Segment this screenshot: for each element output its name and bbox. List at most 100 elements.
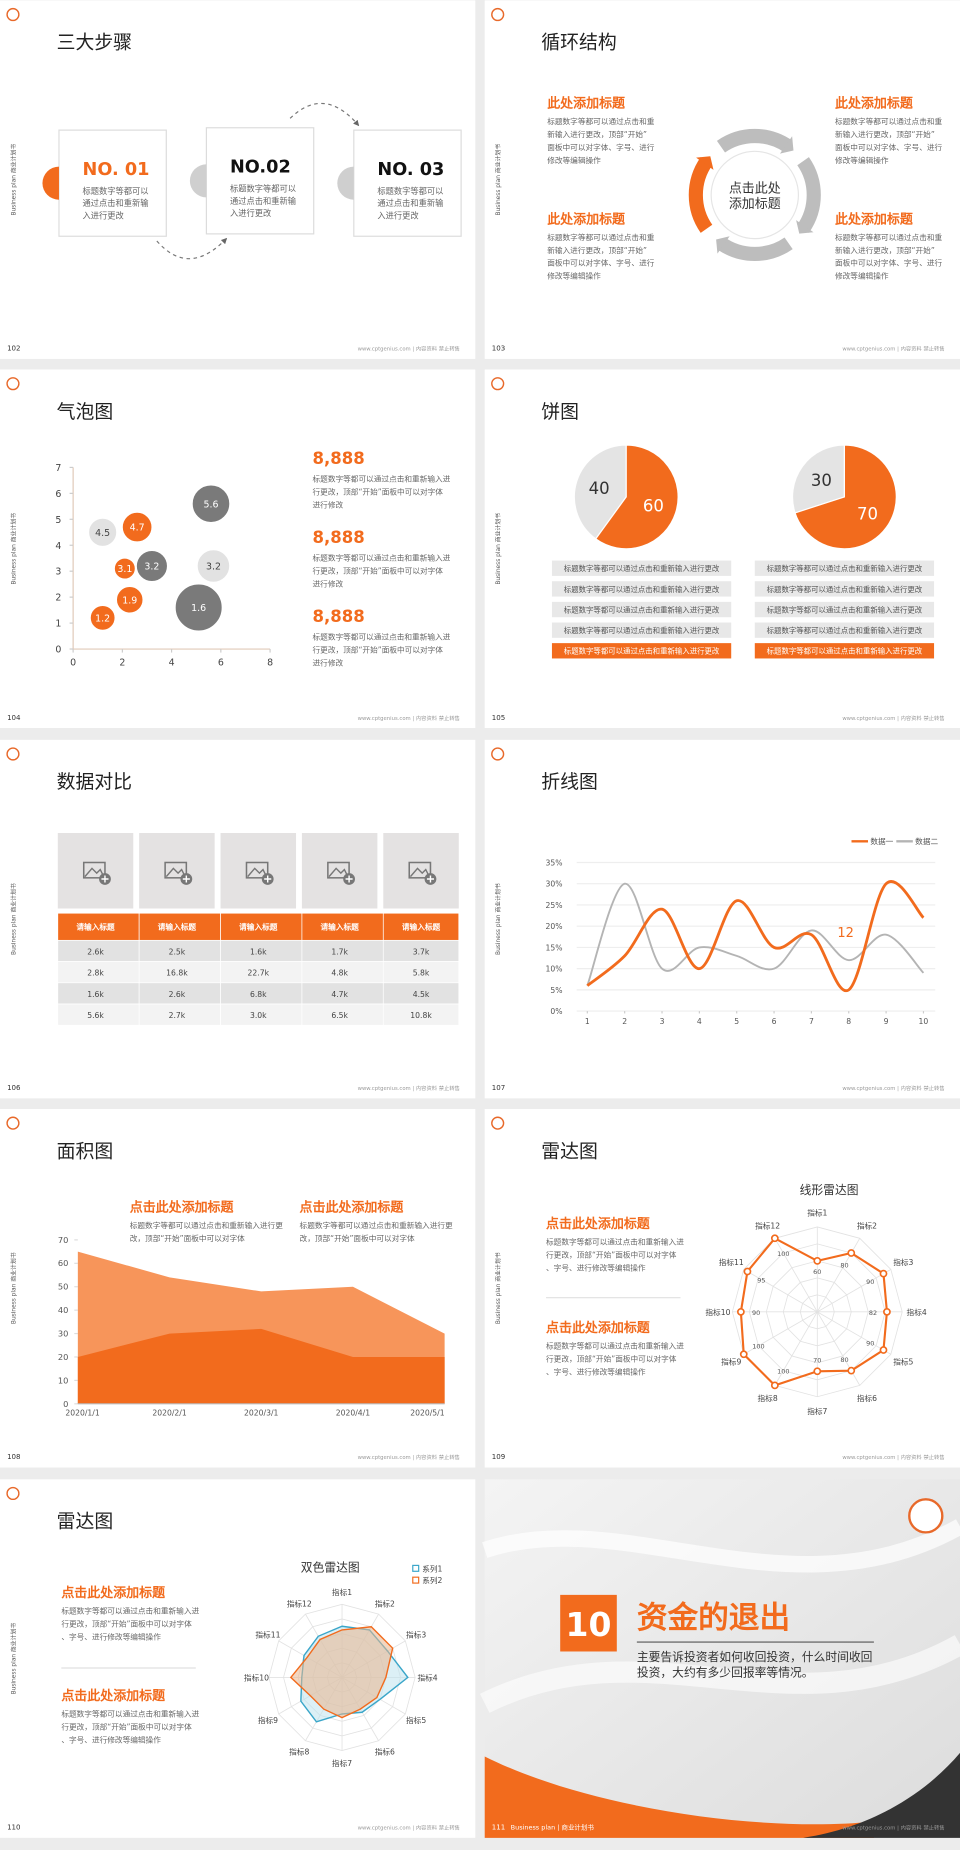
x-tick-label: 0: [70, 658, 76, 669]
bubble-label: 4.5: [95, 528, 110, 539]
image-placeholder: [57, 833, 134, 909]
header-text: 请输入标题: [158, 922, 197, 932]
logo: [6, 747, 20, 761]
cycle-arc: [797, 157, 821, 233]
list-text: 标题数字等都可以通过点击和重新输入进行更改: [564, 563, 720, 573]
slide: Business plan 商业计划书 102 三大步骤 www.cptgenius.…: [0, 0, 476, 359]
spoke: [817, 1269, 892, 1313]
footer: www.cptgenius.com | 内容资料 禁止转售: [842, 1824, 944, 1832]
cycle-arc: [716, 237, 793, 262]
cycle-arrowhead: [716, 236, 730, 254]
footer: www.cptgenius.com | 内容资料 禁止转售: [358, 714, 460, 722]
cell-text: 3.0k: [250, 1011, 267, 1020]
axis-label: 指标1: [807, 1207, 827, 1217]
cell-text: 1.6k: [87, 990, 104, 999]
cell-text: 16.8k: [166, 969, 188, 978]
radar-marker: [847, 1249, 856, 1257]
note-text: 标题数字等都可以通过点击和重新输入进行更改，顶部“开始”面板中可以对字体进行修改: [313, 553, 451, 589]
bubble: [115, 585, 144, 614]
number-box: [560, 1594, 617, 1652]
chart-title: 双色雷达图: [301, 1560, 360, 1574]
slide-title: 雷达图: [57, 1511, 114, 1533]
footer: www.cptgenius.com | 内容资料 禁止转售: [358, 1824, 460, 1832]
connector: [289, 102, 360, 127]
slide-title: 三大步骤: [57, 32, 132, 54]
x-tick-label: 8: [267, 658, 273, 669]
bubble: [191, 484, 231, 524]
step-label: NO. 03: [377, 160, 444, 180]
y-tick-label: 7: [55, 463, 61, 474]
slide-background: [0, 1479, 476, 1838]
axis-label: 指标1: [332, 1587, 352, 1597]
value-label: 100: [777, 1250, 789, 1258]
spoke: [774, 1311, 818, 1386]
axis-label: 指标5: [406, 1715, 426, 1725]
bubble: [196, 549, 231, 583]
note-value: 8,888: [313, 528, 365, 547]
axis-label: 指标6: [375, 1746, 395, 1756]
value-label: 100: [752, 1343, 764, 1351]
bubble: [135, 549, 169, 583]
side-label: Business plan 商业计划书: [494, 513, 502, 585]
list-text: 标题数字等都可以通过点击和重新输入进行更改: [767, 604, 923, 614]
side-label: Business plan 商业计划书: [494, 1252, 502, 1324]
list-bar: [754, 560, 935, 576]
y-tick-label: 20: [58, 1352, 69, 1362]
table-cell: [382, 1003, 460, 1026]
bubble-label: 3.2: [144, 562, 159, 573]
x-tick-label: 7: [809, 1017, 814, 1026]
slide: Business plan 商业计划书 105 饼图 www.cptgenius.co…: [484, 369, 960, 729]
radar-marker: [883, 1307, 891, 1316]
pie-slice: [594, 444, 679, 550]
list-bar: [754, 622, 935, 638]
cell-text: 2.7k: [169, 1011, 186, 1020]
list-bar: [551, 560, 732, 576]
value-label: 90: [752, 1309, 760, 1317]
y-tick-label: 30: [58, 1329, 69, 1339]
footer: www.cptgenius.com | 内容资料 禁止转售: [842, 714, 944, 722]
slide-title: 循环结构: [541, 32, 616, 54]
cell-text: 6.5k: [331, 1011, 348, 1020]
y-tick-label: 2: [55, 593, 61, 604]
logo: [908, 1498, 944, 1534]
connector: [156, 237, 228, 260]
axis-label: 指标7: [807, 1406, 827, 1416]
y-tick-label: 10%: [546, 965, 563, 974]
logo: [491, 747, 505, 761]
area-series: [77, 1328, 445, 1404]
y-tick-label: 4: [55, 541, 61, 552]
bubble-label: 1.6: [191, 603, 206, 614]
step-tab: [189, 164, 207, 198]
footer: www.cptgenius.com | 内容资料 禁止转售: [842, 1084, 944, 1092]
step-label: NO. 01: [83, 160, 150, 180]
cycle-arrowhead: [696, 156, 714, 170]
list-text: 标题数字等都可以通过点击和重新输入进行更改: [767, 625, 923, 635]
spoke: [743, 1269, 818, 1313]
cell-text: 2.8k: [87, 969, 104, 978]
axis-label: 指标12: [755, 1221, 780, 1231]
value-label: 100: [777, 1368, 789, 1376]
radar-marker: [879, 1346, 888, 1354]
header-cell: [57, 912, 140, 941]
pie-slice: [573, 444, 627, 540]
axis-label: 指标10: [244, 1672, 269, 1682]
pie-label: 30: [811, 471, 832, 490]
footer: www.cptgenius.com | 内容资料 禁止转售: [842, 345, 944, 353]
cell-text: 3.7k: [413, 947, 430, 956]
logo: [491, 377, 505, 391]
axis-label: 指标10: [705, 1307, 730, 1317]
page-number: 102: [7, 344, 20, 353]
section-number: 10: [566, 1605, 612, 1644]
cell-text: 5.6k: [87, 1011, 104, 1020]
radar-marker: [813, 1367, 822, 1376]
radar-marker: [813, 1256, 822, 1265]
image-icon: [245, 861, 269, 879]
value-label: 90: [866, 1339, 874, 1347]
slide-title: 折线图: [541, 771, 598, 793]
x-tick-label: 3: [660, 1017, 665, 1026]
image-icon: [82, 861, 106, 879]
x-tick-label: 6: [218, 658, 224, 669]
cell-text: 1.7k: [331, 947, 348, 956]
slide: Business plan 商业计划书 108 面积图 www.cptgenius.c…: [0, 1108, 476, 1468]
image-icon: [182, 875, 190, 883]
